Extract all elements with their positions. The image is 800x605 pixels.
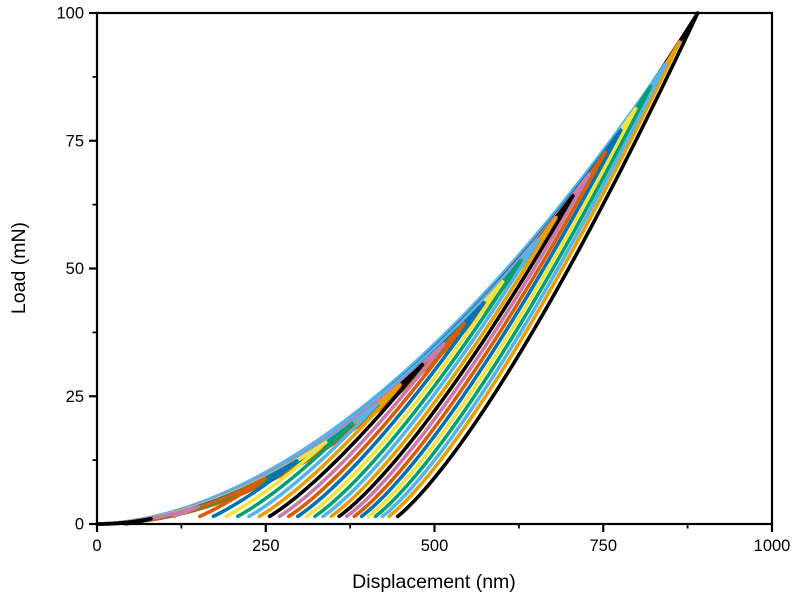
- y-tick-label: 0: [75, 516, 84, 534]
- y-axis-title: Load (mN): [8, 222, 30, 314]
- y-tick-label: 25: [66, 388, 84, 406]
- x-axis-tick-labels: 0 250 500 750 1000: [92, 537, 790, 555]
- x-tick-label: 500: [421, 537, 449, 555]
- indent-curves: [95, 11, 700, 526]
- y-axis-tick-labels: 0 25 50 75 100: [56, 5, 84, 534]
- indent-curve-20: [95, 128, 623, 526]
- x-axis-title: Displacement (nm): [352, 571, 516, 593]
- x-axis-ticks: [95, 524, 774, 532]
- plot-border: [95, 11, 774, 526]
- y-tick-label: 100: [56, 5, 84, 23]
- axes: 0 250 500 750 1000 0 25 50 75 100 Displacement (…: [8, 5, 790, 594]
- x-tick-label: 0: [92, 537, 101, 555]
- x-tick-label: 1000: [754, 537, 791, 555]
- y-tick-label: 75: [66, 132, 84, 150]
- y-axis-ticks: [89, 11, 97, 526]
- x-tick-label: 250: [252, 537, 280, 555]
- x-tick-label: 750: [589, 537, 617, 555]
- y-tick-label: 50: [66, 260, 84, 278]
